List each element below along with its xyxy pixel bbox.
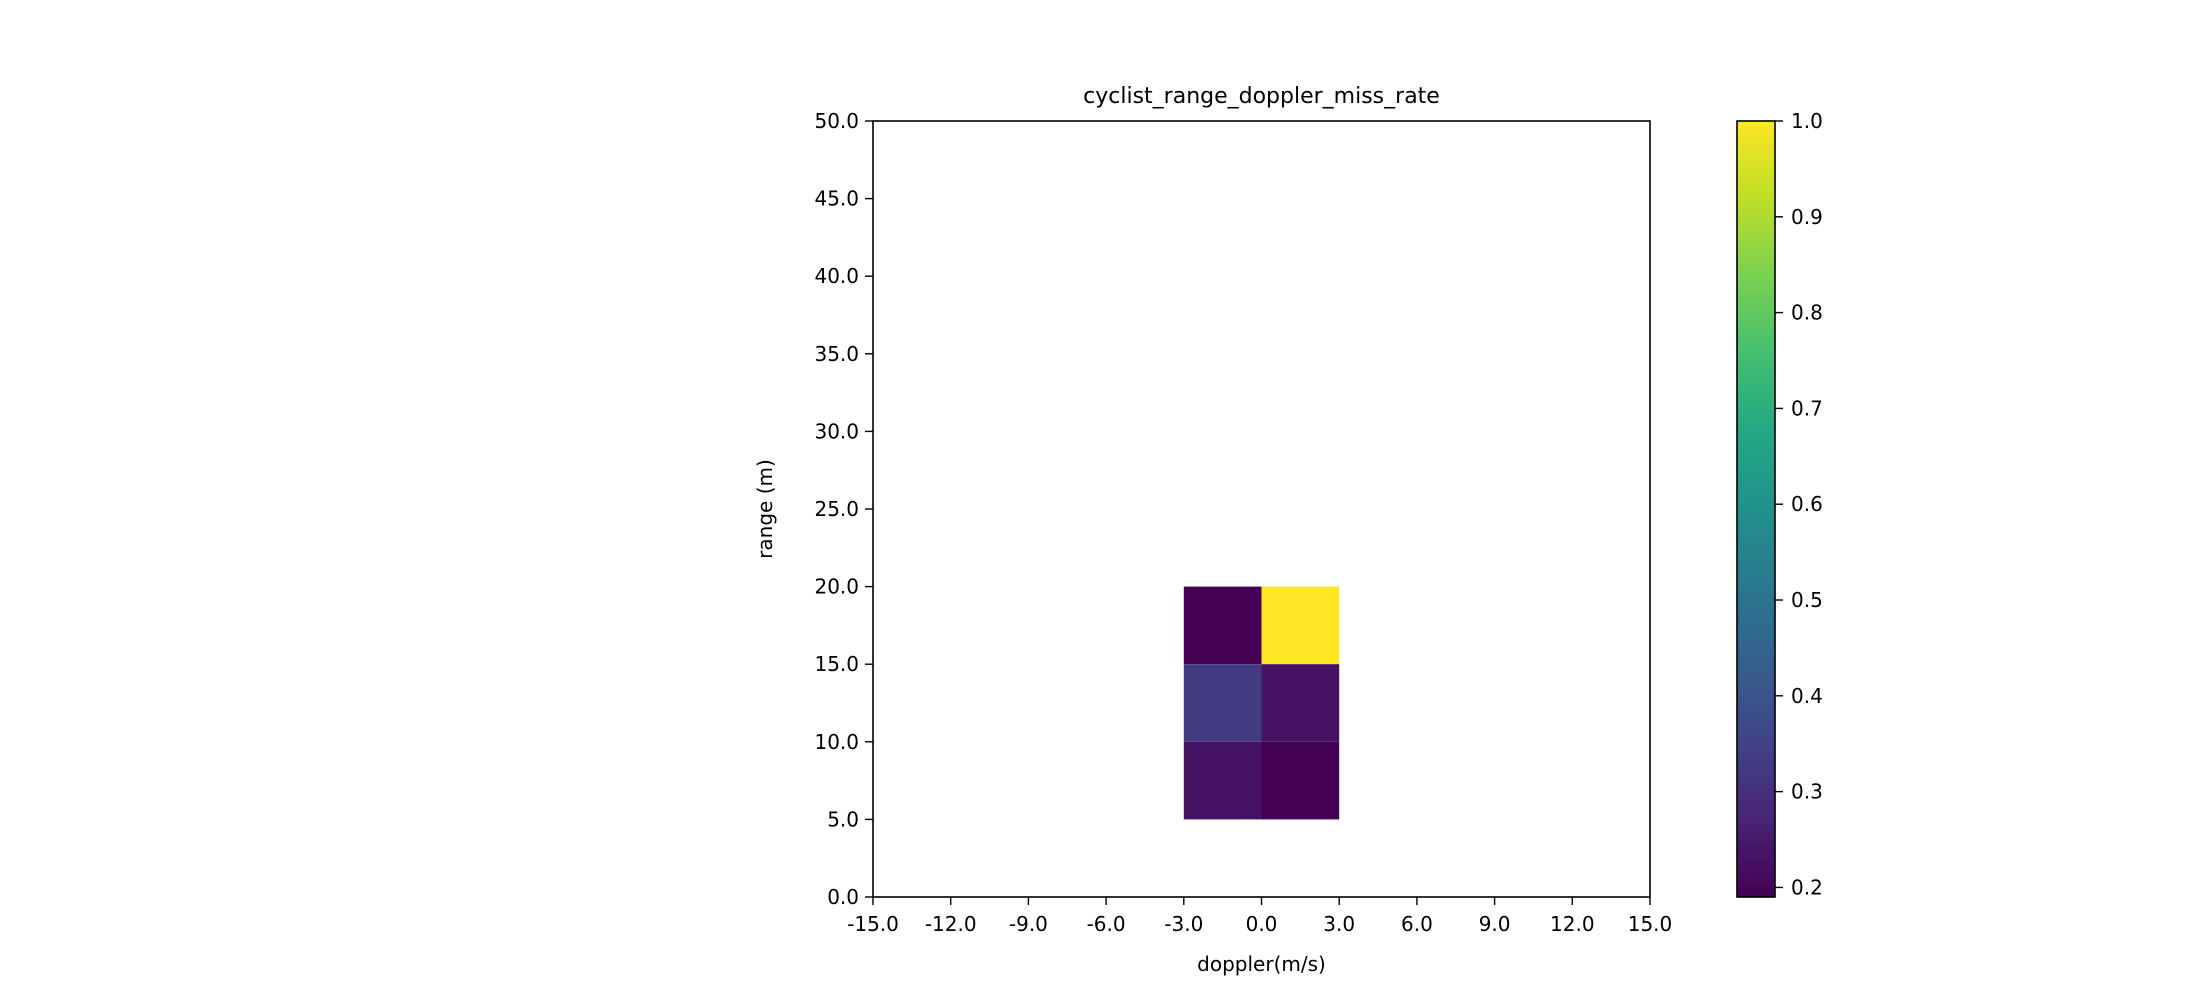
colorbar-ticks: 0.2 0.3 0.4 0.5 0.6 0.7 0.8 0.9 1.0: [1775, 109, 1823, 899]
heatmap-cell: [1261, 664, 1340, 742]
colorbar-tick-label: 0.4: [1791, 684, 1823, 708]
x-tick-label: 12.0: [1550, 912, 1595, 936]
y-tick-label: 0.0: [827, 885, 859, 909]
x-tick-label: -3.0: [1164, 912, 1203, 936]
y-axis-ticks: 0.0 5.0 10.0 15.0 20.0 25.0 30.0 35.0 40.0 45.0 50…: [814, 109, 873, 909]
heatmap-cell: [1261, 586, 1340, 665]
colorbar-tick-label: 0.5: [1791, 588, 1823, 612]
x-tick-label: 3.0: [1323, 912, 1355, 936]
heatmap-cell: [1183, 664, 1262, 742]
colorbar-frame: [1736, 120, 1776, 898]
colorbar-tick-label: 0.3: [1791, 780, 1823, 804]
x-tick-label: 15.0: [1628, 912, 1673, 936]
y-tick-label: 40.0: [814, 264, 859, 288]
heatmap-cell: [1183, 741, 1262, 820]
colorbar-tick-label: 0.8: [1791, 301, 1823, 325]
colorbar-tick-label: 0.6: [1791, 492, 1823, 516]
colorbar-tick-label: 0.9: [1791, 205, 1823, 229]
y-tick-label: 45.0: [814, 187, 859, 211]
x-axis-ticks: -15.0 -12.0 -9.0 -6.0 -3.0 0.0 3.0 6.0 9.0 12.0 15…: [847, 897, 1672, 936]
y-axis-label: range (m): [753, 459, 777, 559]
x-tick-label: 0.0: [1246, 912, 1278, 936]
x-tick-label: 6.0: [1401, 912, 1433, 936]
heatmap-cells: [1183, 586, 1340, 820]
colorbar-tick-label: 1.0: [1791, 109, 1823, 133]
x-tick-label: -15.0: [847, 912, 899, 936]
colorbar-tick-label: 0.7: [1791, 396, 1823, 420]
colorbar-tick-label: 0.2: [1791, 875, 1823, 899]
y-tick-label: 20.0: [814, 575, 859, 599]
y-tick-label: 30.0: [814, 419, 859, 443]
x-tick-label: 9.0: [1479, 912, 1511, 936]
x-tick-label: -12.0: [925, 912, 977, 936]
y-tick-label: 10.0: [814, 730, 859, 754]
y-tick-label: 5.0: [827, 807, 859, 831]
y-tick-label: 25.0: [814, 497, 859, 521]
x-tick-label: -9.0: [1009, 912, 1048, 936]
x-tick-label: -6.0: [1087, 912, 1126, 936]
y-tick-label: 35.0: [814, 342, 859, 366]
x-axis-label: doppler(m/s): [1197, 952, 1326, 976]
y-tick-label: 15.0: [814, 652, 859, 676]
chart-title: cyclist_range_doppler_miss_rate: [1083, 84, 1440, 109]
heatmap-cell: [1261, 741, 1340, 820]
heatmap-cell: [1183, 586, 1262, 665]
colorbar: [1737, 121, 1775, 897]
y-tick-label: 50.0: [814, 109, 859, 133]
